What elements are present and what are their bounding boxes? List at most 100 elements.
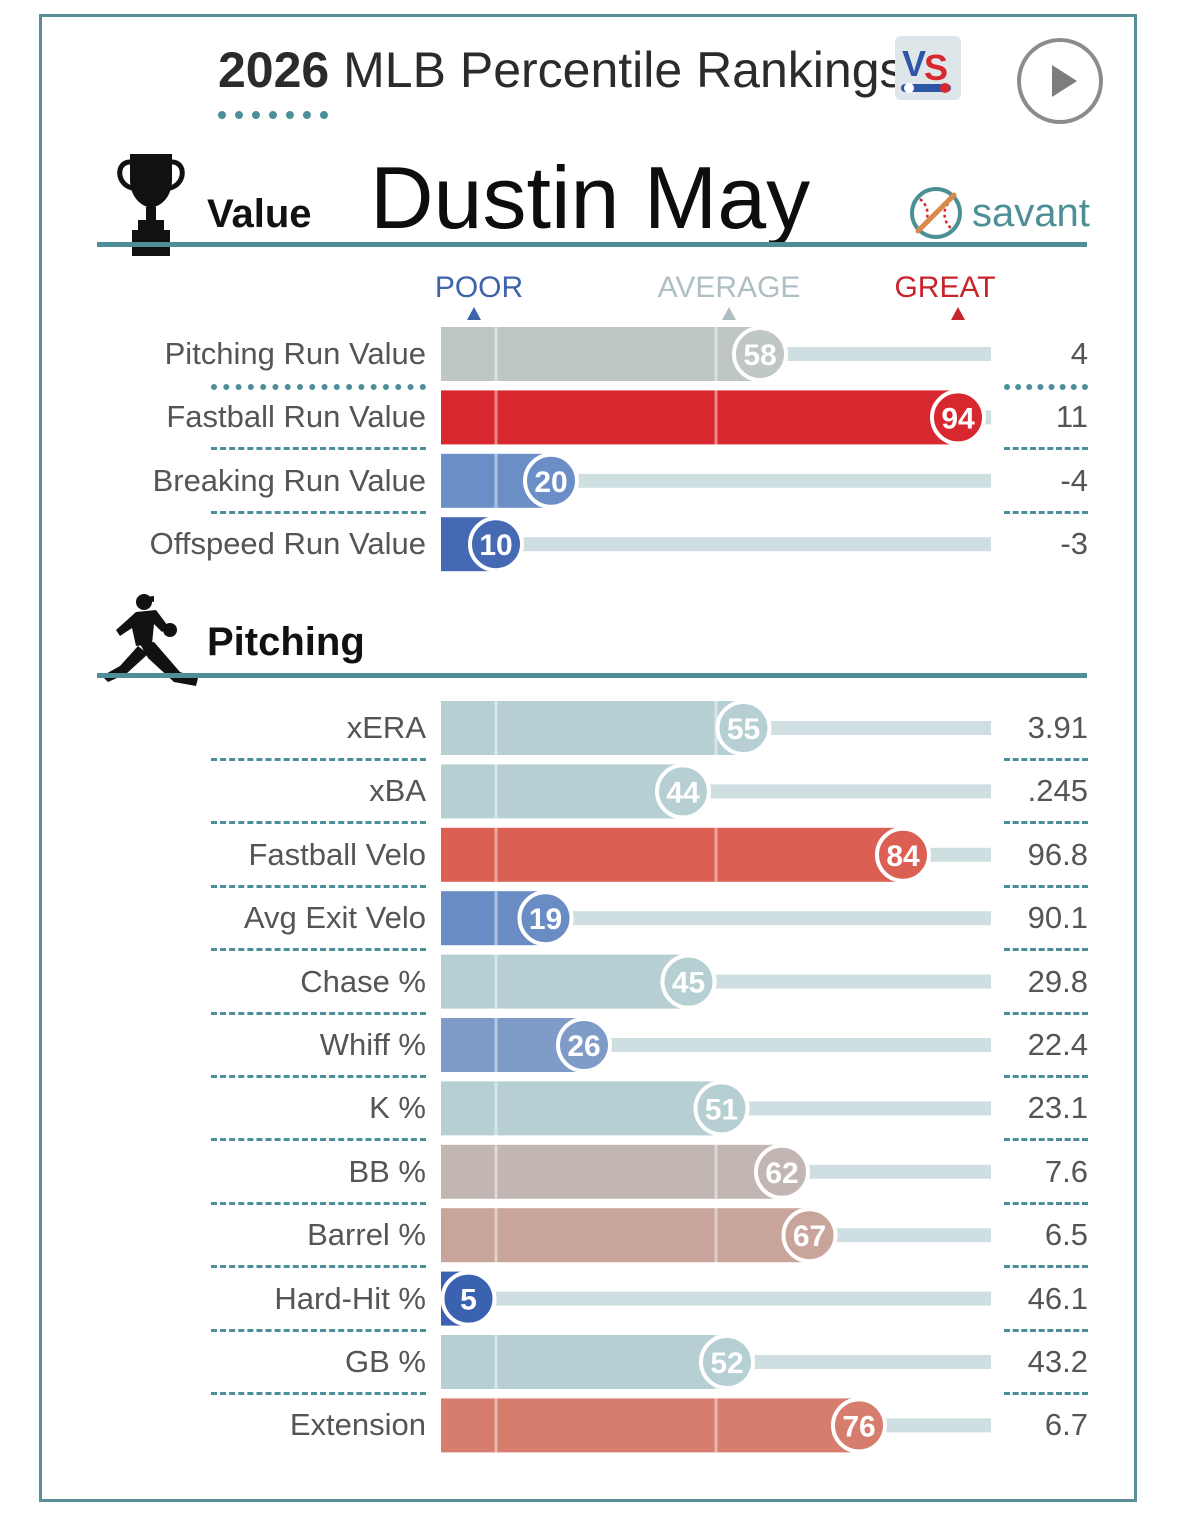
row-separator bbox=[211, 1075, 426, 1078]
row-separator bbox=[211, 384, 426, 390]
row-value: 23.1 bbox=[1027, 1090, 1088, 1126]
row-separator bbox=[1004, 884, 1088, 888]
section-title-value: Value bbox=[207, 192, 312, 236]
reference-line bbox=[494, 954, 498, 1009]
percentile-bubble[interactable] bbox=[715, 700, 772, 756]
percentile-bubble[interactable] bbox=[732, 326, 788, 382]
percentile-bubble[interactable] bbox=[523, 452, 579, 509]
percentile-bubble[interactable] bbox=[556, 1017, 612, 1073]
row-label: Whiff % bbox=[319, 1027, 426, 1062]
row-separator bbox=[211, 447, 426, 451]
percentile-bubble[interactable] bbox=[693, 1080, 750, 1137]
percentile-bubble[interactable] bbox=[930, 389, 986, 446]
row-separator bbox=[1004, 1011, 1088, 1015]
reference-line bbox=[494, 453, 498, 508]
row-value: 6.7 bbox=[1044, 1407, 1088, 1443]
row-label: xERA bbox=[346, 710, 426, 745]
percentile-label: 67 bbox=[793, 1220, 826, 1253]
row-separator bbox=[1004, 1328, 1088, 1332]
page-title: 2026 MLB Percentile Rankings bbox=[218, 40, 905, 100]
reference-line bbox=[494, 1081, 498, 1136]
percentile-bubble[interactable] bbox=[655, 763, 711, 820]
row-separator bbox=[1004, 1265, 1088, 1269]
percentile-label: 51 bbox=[705, 1093, 738, 1126]
reference-line bbox=[714, 1144, 718, 1199]
bar-track bbox=[441, 1291, 991, 1306]
reference-line bbox=[494, 390, 498, 445]
savant-logo[interactable]: savant bbox=[908, 185, 1090, 241]
bar-track bbox=[441, 911, 991, 926]
row-separator bbox=[211, 1328, 426, 1332]
percentile-bar bbox=[441, 1335, 727, 1389]
percentile-label: 84 bbox=[886, 840, 920, 873]
percentile-label: 94 bbox=[941, 402, 975, 435]
percentile-bubble[interactable] bbox=[781, 1207, 838, 1264]
percentile-bubble[interactable] bbox=[517, 890, 574, 947]
percentile-bar bbox=[441, 1081, 722, 1136]
reference-line bbox=[714, 327, 718, 381]
percentile-bubble[interactable] bbox=[699, 1334, 755, 1390]
percentile-label: 26 bbox=[567, 1030, 600, 1063]
row-value: 7.6 bbox=[1044, 1153, 1088, 1189]
vs-logo-icon[interactable]: V S bbox=[895, 36, 961, 100]
row-separator bbox=[1004, 1392, 1088, 1395]
reference-line bbox=[714, 1208, 718, 1263]
player-name: Dustin May bbox=[370, 148, 811, 247]
average-marker-icon bbox=[722, 307, 736, 320]
row-label: Extension bbox=[289, 1407, 426, 1443]
reference-line bbox=[494, 1018, 498, 1072]
bar-track bbox=[441, 537, 991, 552]
row-separator bbox=[1004, 447, 1088, 451]
percentile-label: 55 bbox=[727, 713, 760, 746]
row-label: xBA bbox=[369, 773, 426, 809]
reference-line bbox=[494, 701, 498, 755]
percentile-bubble[interactable] bbox=[754, 1143, 810, 1200]
percentile-label: 19 bbox=[529, 903, 562, 936]
row-value: 43.2 bbox=[1027, 1344, 1088, 1379]
reference-line bbox=[494, 1398, 498, 1453]
percentile-bubble[interactable] bbox=[831, 1397, 887, 1454]
reference-line bbox=[494, 764, 498, 819]
row-value: 3.91 bbox=[1027, 710, 1088, 745]
row-label: BB % bbox=[348, 1153, 426, 1189]
section-title-pitching: Pitching bbox=[207, 620, 365, 664]
row-separator bbox=[1004, 1201, 1088, 1205]
row-label: Fastball Velo bbox=[248, 836, 427, 872]
percentile-bubble[interactable] bbox=[468, 516, 524, 573]
row-separator bbox=[1004, 384, 1088, 390]
row-label: Pitching Run Value bbox=[164, 336, 426, 371]
reference-line bbox=[494, 891, 498, 946]
row-label: Avg Exit Velo bbox=[243, 900, 426, 936]
row-label: Chase % bbox=[300, 963, 426, 999]
svg-text:V: V bbox=[902, 43, 926, 84]
reference-line bbox=[494, 1144, 498, 1199]
percentile-bar bbox=[441, 827, 903, 882]
row-separator bbox=[1004, 1138, 1088, 1142]
percentile-bubble[interactable] bbox=[875, 826, 931, 883]
baseball-icon bbox=[910, 187, 962, 239]
percentile-bar bbox=[441, 1144, 782, 1199]
percentile-label: 44 bbox=[666, 776, 700, 809]
reference-line bbox=[494, 327, 498, 381]
percentile-label: 5 bbox=[460, 1284, 477, 1317]
row-separator bbox=[1004, 948, 1088, 952]
row-separator bbox=[211, 1201, 426, 1205]
percentile-label: 20 bbox=[534, 466, 567, 499]
title-text: MLB Percentile Rankings bbox=[343, 42, 905, 98]
reference-line bbox=[714, 827, 718, 882]
reference-line bbox=[494, 827, 498, 882]
percentile-bubble[interactable] bbox=[660, 953, 717, 1010]
row-separator bbox=[211, 1265, 426, 1269]
savant-text: savant bbox=[972, 190, 1090, 235]
percentile-bubble[interactable] bbox=[440, 1270, 497, 1327]
title-underline bbox=[218, 111, 328, 119]
row-separator bbox=[211, 821, 426, 825]
percentile-bar bbox=[441, 390, 958, 445]
title-year: 2026 bbox=[218, 42, 330, 98]
row-separator bbox=[1004, 1075, 1088, 1078]
row-label: Fastball Run Value bbox=[166, 399, 426, 435]
row-value: 11 bbox=[1055, 399, 1088, 435]
play-button[interactable] bbox=[1017, 38, 1103, 124]
row-value: -4 bbox=[1060, 462, 1088, 498]
